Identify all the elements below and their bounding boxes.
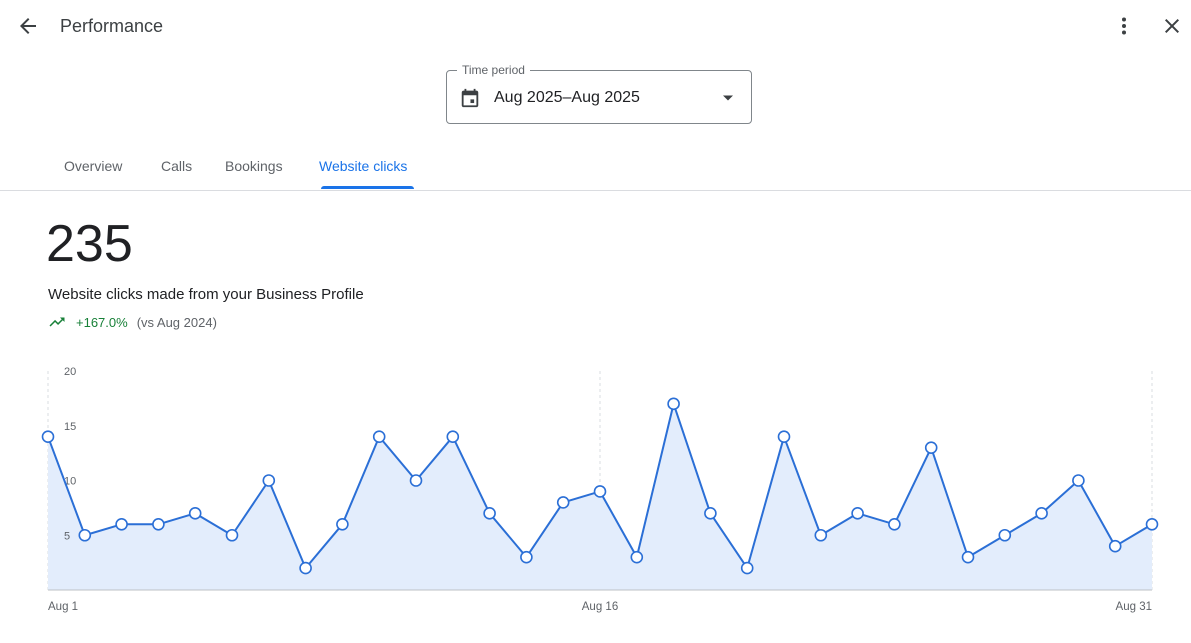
trend-change: +167.0% xyxy=(76,314,128,330)
tab-bar: Overview Calls Bookings Website clicks xyxy=(0,145,1191,191)
data-point[interactable] xyxy=(299,561,312,575)
data-point[interactable] xyxy=(851,507,864,520)
data-point[interactable] xyxy=(814,528,828,542)
y-tick-label: 5 xyxy=(64,530,70,542)
arrow-drop-down-icon xyxy=(723,95,733,101)
data-point[interactable] xyxy=(740,561,754,575)
data-point[interactable] xyxy=(630,550,644,564)
data-point[interactable] xyxy=(998,528,1012,542)
tab-calls[interactable]: Calls xyxy=(161,158,193,174)
data-point[interactable] xyxy=(704,507,717,520)
data-point[interactable] xyxy=(115,517,128,531)
data-point[interactable] xyxy=(225,528,239,542)
data-point[interactable] xyxy=(520,550,533,564)
data-point[interactable] xyxy=(924,441,938,454)
trend-comparison: (vs Aug 2024) xyxy=(136,314,217,330)
more-vert-icon xyxy=(1122,17,1126,35)
y-tick-label: 10 xyxy=(64,476,76,488)
x-tick-label: Aug 16 xyxy=(582,601,618,613)
data-point[interactable] xyxy=(372,430,386,444)
data-point[interactable] xyxy=(667,397,680,411)
time-period-value: Aug 2025–Aug 2025 xyxy=(494,89,640,106)
more-options-button[interactable] xyxy=(1104,6,1144,46)
data-point[interactable] xyxy=(1035,507,1048,520)
back-button[interactable] xyxy=(8,6,48,46)
data-point[interactable] xyxy=(262,474,276,487)
trend-summary: +167.0% (vs Aug 2024) xyxy=(48,312,217,332)
data-point[interactable] xyxy=(41,430,55,444)
data-point[interactable] xyxy=(336,517,349,531)
y-tick-label: 15 xyxy=(64,421,76,433)
calendar-icon xyxy=(461,88,479,108)
data-point[interactable] xyxy=(556,496,570,509)
data-point[interactable] xyxy=(409,474,423,487)
time-period-label: Time period xyxy=(457,63,530,77)
data-point[interactable] xyxy=(483,507,496,520)
data-point[interactable] xyxy=(188,507,202,520)
metric-description: Website clicks made from your Business P… xyxy=(48,286,364,303)
page-title: Performance xyxy=(60,16,164,36)
data-point[interactable] xyxy=(78,528,92,542)
data-point[interactable] xyxy=(777,430,791,444)
close-button[interactable] xyxy=(1152,6,1191,46)
tab-website-clicks[interactable]: Website clicks xyxy=(319,158,408,174)
data-point[interactable] xyxy=(961,550,975,564)
tab-bookings[interactable]: Bookings xyxy=(225,158,283,174)
header: Performance xyxy=(0,0,1191,52)
time-period-select[interactable]: Time period Aug 2025–Aug 2025 xyxy=(446,63,752,124)
tab-overview[interactable]: Overview xyxy=(64,158,123,174)
active-tab-indicator xyxy=(321,186,414,189)
close-icon xyxy=(1165,19,1179,33)
trending-up-icon xyxy=(49,317,65,327)
data-point[interactable] xyxy=(888,517,901,531)
data-point[interactable] xyxy=(1145,517,1159,531)
arrow-back-icon xyxy=(20,18,36,34)
data-point[interactable] xyxy=(446,430,460,444)
data-point[interactable] xyxy=(1108,539,1122,553)
y-tick-label: 20 xyxy=(64,366,76,378)
data-point[interactable] xyxy=(152,517,165,531)
data-point[interactable] xyxy=(1072,474,1085,487)
total-clicks-value: 235 xyxy=(46,215,133,273)
x-tick-label: Aug 31 xyxy=(1116,601,1152,613)
x-tick-label: Aug 1 xyxy=(48,601,78,613)
data-point[interactable] xyxy=(593,485,607,498)
